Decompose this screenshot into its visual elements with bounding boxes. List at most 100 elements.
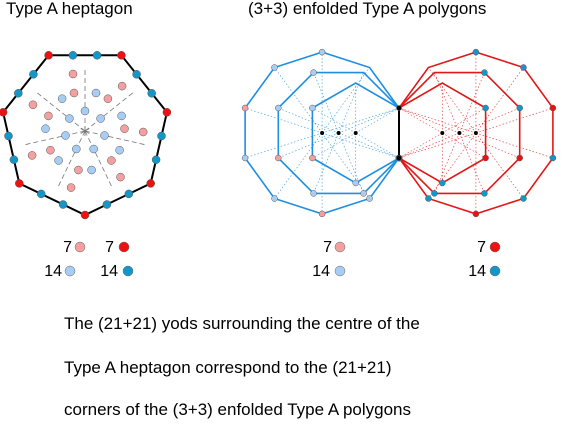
corner-yod-red [146,179,155,188]
right-corner-yod [549,154,557,162]
edge-yod-blue [68,51,78,60]
left-dotted-ray [355,107,400,134]
left-dotted-ray [321,67,370,134]
left-dotted-ray [312,132,356,159]
edge-yod-blue [124,189,134,199]
dashed-spoke [84,130,113,188]
dashed-spoke [57,130,86,188]
edge-yod-blue [4,131,13,141]
right-centre-point [440,131,445,135]
right-corner-yod [516,104,523,112]
right-dotted-ray [459,132,485,194]
centre-spoke [80,128,86,132]
left-corner-yod [310,190,317,197]
yod-pink [44,111,53,121]
left-corner-yod [275,154,282,162]
edge-yod-blue [157,131,166,141]
legend-count-red: 7 [105,239,114,256]
edge-yod-blue [29,70,38,79]
right-corner-yod [439,179,446,187]
yod-pink [107,156,116,165]
yod-pink [74,165,83,175]
right-dotted-ray [398,107,460,134]
dashed-spoke [35,91,86,132]
right-centre-point [473,131,478,135]
left-corner-yod [241,154,249,162]
right-corner-yod [482,104,489,112]
yod-lightblue [117,111,126,121]
legend-count-lightblue: 14 [44,263,62,280]
legend-dot-pink [334,241,346,253]
right-dotted-ray [459,72,485,134]
left-centre-point [336,131,341,135]
legend-count-lightblue: 14 [312,263,330,280]
right-dotted-ray [475,132,524,199]
enfolded-polygons-title: (3+3) enfolded Type A polygons [248,0,487,18]
right-corner-yod [520,195,527,202]
centre-spoke [84,128,90,132]
right-dotted-ray [434,132,460,194]
yod-pink [27,151,37,160]
right-dotted-ray [398,107,477,134]
left-dotted-ray [244,107,323,134]
left-corner-yod [309,104,316,112]
left-dotted-ray [321,107,400,134]
legend-middle: 7 14 [312,239,346,280]
enfolded-polygons [241,48,557,218]
legend-dot-red [489,241,501,253]
right-corner-yod [549,104,557,112]
yod-pink [66,183,76,192]
yod-lightblue [41,124,50,133]
corner-yod-red [15,179,24,188]
legend-right: 7 14 [468,239,501,280]
edge-yod-blue [14,89,23,98]
corner-yod-red [117,51,126,60]
dashed-spoke [23,130,86,146]
edge-yod-blue [102,200,112,209]
right-corner-yod [472,48,480,56]
dashed-spoke [84,91,135,132]
yod-lightblue [115,145,124,155]
left-dotted-ray [278,107,339,134]
yod-lightblue [65,114,74,123]
yod-pink [69,88,79,98]
left-dotted-ray [321,132,370,199]
yod-pink [28,100,38,110]
left-dotted-ray [338,72,364,134]
yod-lightblue [87,165,96,175]
right-dotted-ray [442,132,486,159]
edge-yod-blue [36,189,46,199]
right-corner-yod [520,64,527,71]
right-dotted-ray [398,132,443,159]
yod-lightblue [96,114,105,123]
corner-yod-red [0,108,8,117]
left-dotted-ray [313,132,339,194]
right-corner-yod [472,210,480,218]
right-dotted-ray [459,132,520,159]
right-dotted-ray [434,72,460,134]
yod-pink [138,127,148,137]
left-dotted-ray [278,132,339,159]
caption-line-2: Type A heptagon correspond to the (21+21… [64,358,392,377]
yod-lightblue [57,94,67,103]
left-dotted-ray [313,72,339,134]
left-corner-yod [271,195,278,202]
corner-yod-red [44,51,53,60]
right-dotted-ray [442,107,486,134]
yod-lightblue [80,106,90,116]
right-dotted-ray [398,132,460,159]
left-dotted-ray [338,132,364,194]
centre-spoke [84,130,90,134]
left-dotted-ray [338,132,400,159]
yod-lightblue [100,131,109,140]
edge-yod-blue [92,51,102,60]
yod-lightblue [72,144,81,154]
legend-count-blue: 14 [468,263,486,280]
left-dotted-ray [274,132,323,199]
right-dotted-ray [398,132,477,159]
legend-count-blue: 14 [100,263,118,280]
edge-yod-blue [58,200,68,209]
left-corner-yod [275,104,282,112]
edge-yod-blue [147,89,156,98]
dashed-spoke [84,130,147,146]
